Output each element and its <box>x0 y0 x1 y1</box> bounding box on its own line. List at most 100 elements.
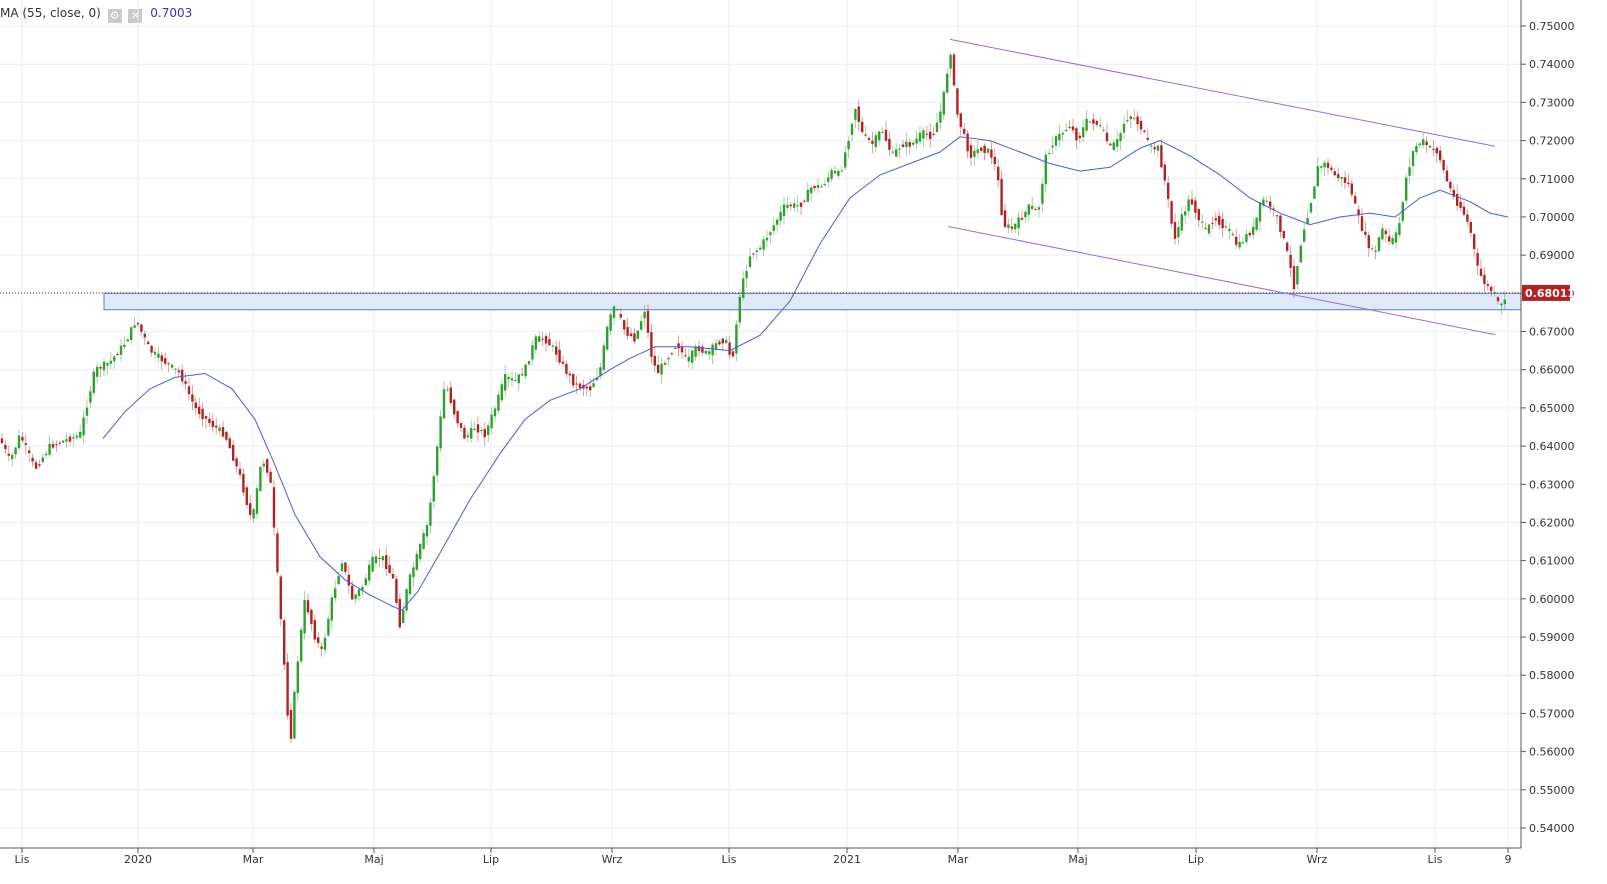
candle-body <box>68 436 72 442</box>
candle-body <box>531 345 534 360</box>
candle-body <box>806 189 809 202</box>
candle-body <box>181 369 184 382</box>
candle-body <box>796 205 799 207</box>
candle-body <box>4 444 7 450</box>
candle-body <box>578 383 582 389</box>
y-tick-label: 0.70000 <box>1529 211 1575 224</box>
candle-body <box>453 399 456 415</box>
candle-body <box>867 138 871 140</box>
candle-body <box>164 358 167 364</box>
candle-body <box>1221 218 1224 229</box>
y-axis-panel[interactable] <box>1521 0 1607 884</box>
candle-body <box>1092 119 1095 124</box>
candle-body <box>572 373 575 386</box>
candle-body <box>908 142 911 147</box>
candle-body <box>990 149 993 158</box>
candle-body <box>1337 174 1340 179</box>
candle-body <box>45 453 48 456</box>
candle-body <box>976 149 979 153</box>
candle-body <box>517 374 520 384</box>
candle-body <box>1068 127 1071 129</box>
candle-body <box>820 186 823 188</box>
candle-body <box>1316 166 1319 187</box>
x-tick-label: 2020 <box>124 853 152 866</box>
x-tick-label: Lis <box>722 853 737 866</box>
y-tick-label: 0.69000 <box>1529 249 1575 262</box>
last-price-tag-text: 0.68011 <box>1525 287 1575 300</box>
candle-body <box>871 140 874 144</box>
candle-body <box>1432 148 1435 150</box>
candle-body <box>1405 177 1408 201</box>
candle-body <box>799 202 803 207</box>
candle-body <box>1418 143 1421 146</box>
candle-body <box>1476 253 1479 266</box>
chart-grid <box>0 0 1521 848</box>
candle-body <box>1449 182 1452 189</box>
candle-body <box>51 444 55 448</box>
candle-body <box>956 88 959 115</box>
candle-body <box>1041 183 1044 204</box>
candle-body <box>1313 186 1316 199</box>
candle-body <box>748 256 752 267</box>
candle-body <box>864 134 867 136</box>
candle-body <box>476 424 480 433</box>
candle-body <box>633 333 636 342</box>
candle-body <box>211 420 214 428</box>
candle-body <box>1133 117 1136 119</box>
candle-body <box>1048 153 1051 155</box>
candle-body <box>17 435 21 449</box>
candle-body <box>646 310 650 333</box>
candle-body <box>674 347 677 349</box>
candle-body <box>402 610 405 624</box>
x-tick-label: Wrz <box>602 853 623 866</box>
candle-body <box>595 377 599 380</box>
candle-body <box>602 345 605 370</box>
candle-body <box>143 333 146 338</box>
candle-body <box>1265 200 1268 202</box>
candle-body <box>735 324 738 354</box>
candle-body <box>425 524 429 537</box>
candle-body <box>1330 167 1333 170</box>
candle-body <box>300 629 303 662</box>
candle-body <box>174 368 177 370</box>
candle-body <box>1129 116 1132 119</box>
close-icon[interactable]: ✕ <box>128 9 143 23</box>
candle-body <box>1095 120 1098 125</box>
candle-body <box>7 453 10 456</box>
candle-body <box>657 364 660 374</box>
candle-body <box>1027 204 1030 215</box>
candle-body <box>344 562 347 572</box>
candle-body <box>1323 162 1326 168</box>
candle-body <box>616 308 619 310</box>
candle-body <box>167 363 170 365</box>
candle-body <box>983 145 986 153</box>
y-tick-label: 0.65000 <box>1529 402 1575 415</box>
candle-body <box>1398 222 1401 236</box>
y-tick-label: 0.59000 <box>1529 631 1575 644</box>
candle-body <box>62 440 65 443</box>
support-zone <box>103 292 1522 311</box>
gear-icon[interactable]: ⚙ <box>107 9 122 23</box>
candle-body <box>833 170 837 174</box>
candle-body <box>313 620 316 640</box>
candle-body <box>487 425 490 436</box>
candle-body <box>585 386 588 389</box>
candle-body <box>1496 297 1500 302</box>
candle-body <box>466 435 469 438</box>
candle-body <box>939 111 942 123</box>
candle-body <box>456 411 459 424</box>
candle-body <box>82 417 85 436</box>
candle-body <box>1391 238 1394 245</box>
candle-body <box>1061 133 1064 135</box>
candle-body <box>361 586 364 591</box>
candle-body <box>1275 215 1279 217</box>
candle-body <box>11 454 14 460</box>
candle-body <box>1065 130 1068 132</box>
candle-body <box>38 464 41 466</box>
candle-body <box>1153 147 1156 150</box>
candle-body <box>1163 164 1166 181</box>
candle-body <box>1122 124 1126 133</box>
candle-body <box>643 311 646 319</box>
x-tick-label: Lip <box>1188 853 1204 866</box>
